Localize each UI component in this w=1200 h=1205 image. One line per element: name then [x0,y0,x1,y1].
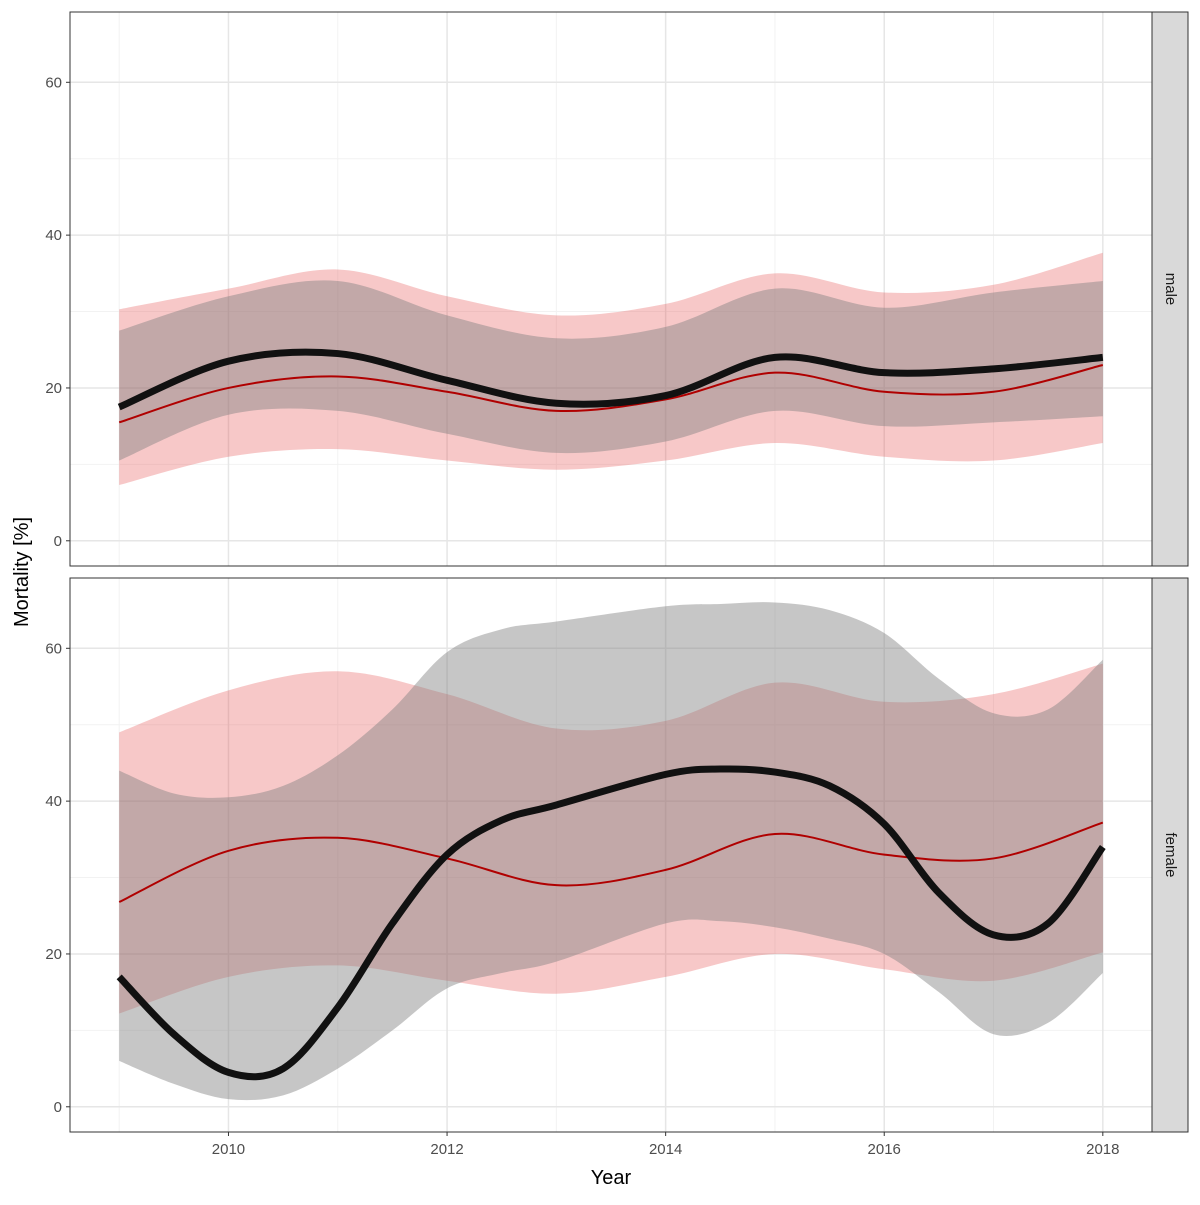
model-confidence-band [119,252,1103,486]
facet-strip-label: male [1162,273,1179,306]
observed-line [117,348,1104,411]
observed-confidence-band [119,602,1103,1101]
panel-male: 0 20 40 60 male [45,11,1189,567]
observed-confidence-band [119,280,1103,461]
x-tick-label: 2018 [1086,1141,1119,1158]
panel-female: 0 20 40 60 female [45,577,1189,1133]
x-tick-label: 2014 [649,1141,682,1158]
x-tick-label: 2016 [868,1141,901,1158]
x-tick-label: 2010 [212,1141,245,1158]
y-tick-label: 60 [45,74,62,91]
y-tick-label: 20 [45,946,62,963]
y-axis-title: Mortality [%] [11,517,33,627]
model-line [118,821,1104,903]
facet-strip [1151,577,1189,1133]
panel-background [70,12,1152,566]
y-tick-label: 60 [45,640,62,657]
model-confidence-band [119,663,1103,1014]
observed-line [116,765,1106,1081]
panel-background [70,578,1152,1132]
y-tick-label: 40 [45,227,62,244]
y-tick-label: 0 [54,533,62,550]
y-tick-label: 20 [45,380,62,397]
facet-strip [1151,11,1189,567]
x-tick-label: 2012 [430,1141,463,1158]
facet-strip-label: female [1162,832,1179,877]
model-line [118,364,1104,424]
x-axis-title: Year [591,1167,632,1189]
y-tick-label: 0 [54,1099,62,1116]
y-tick-label: 40 [45,793,62,810]
